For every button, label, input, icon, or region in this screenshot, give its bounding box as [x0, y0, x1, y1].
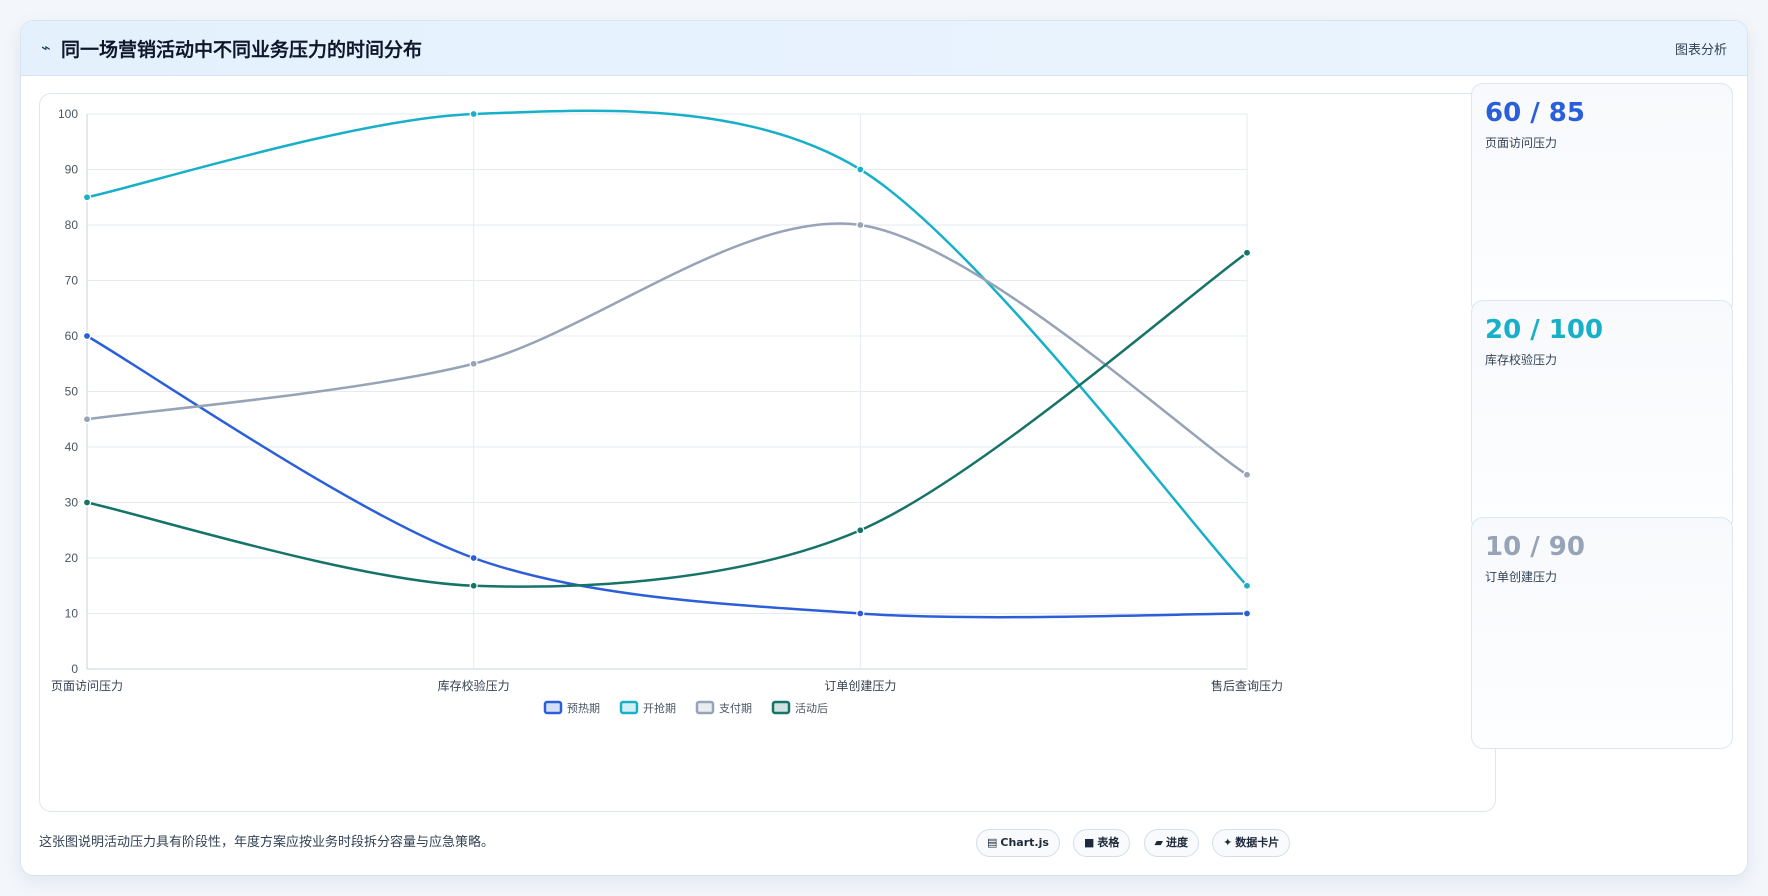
legend-swatch: [543, 700, 563, 715]
line-chart: 0 10 20 30 40 50 60 70 80 90 100 页面访问压力 库存校验压力 订单创建压力…: [51, 107, 1283, 715]
chart-card: ⌁ 同一场营销活动中不同业务压力的时间分布 图表分析 0 10 20 30 40 50 60…: [20, 20, 1748, 876]
chip-label: 进度: [1165, 836, 1188, 849]
stat-card-order-create: 10 / 90 订单创建压力: [1471, 517, 1733, 749]
x-tick-label: 售后查询压力: [1211, 678, 1283, 693]
footer-chips: ▤ Chart.js ■ 表格 ▰ 进度 ✦ 数据卡片: [976, 829, 1298, 859]
stat-value: 10 / 90: [1485, 532, 1585, 562]
data-card-icon: ✦: [1223, 836, 1233, 849]
chip-chartjs[interactable]: ▤ Chart.js: [976, 829, 1060, 857]
legend-label: 活动后: [795, 702, 828, 715]
chip-table[interactable]: ■ 表格: [1073, 829, 1131, 857]
y-tick-label: 90: [65, 163, 79, 177]
progress-icon: ▰: [1154, 836, 1163, 849]
data-point: [469, 581, 478, 590]
x-tick-label: 页面访问压力: [51, 679, 123, 693]
table-icon: ■: [1084, 836, 1095, 849]
legend-label: 预热期: [567, 702, 600, 715]
legend-label: 支付期: [719, 702, 752, 715]
chip-label: Chart.js: [1000, 836, 1049, 849]
series-line-4: [86, 251, 1248, 588]
y-tick-label: 40: [65, 440, 79, 454]
chip-label: 表格: [1097, 836, 1120, 849]
data-point: [469, 109, 478, 119]
data-point: [82, 415, 92, 424]
series-line-1: [86, 334, 1248, 619]
stat-label: 库存校验压力: [1485, 353, 1558, 367]
y-tick-label: 0: [71, 662, 78, 676]
data-point: [856, 220, 865, 230]
chart-icon: ▤: [987, 836, 998, 849]
stat-card-page-visit: 60 / 85 页面访问压力: [1471, 83, 1733, 315]
stat-card-inventory-check: 20 / 100 库存校验压力: [1471, 300, 1733, 532]
page-title: 同一场营销活动中不同业务压力的时间分布: [61, 39, 423, 61]
data-point: [82, 193, 92, 202]
y-tick-label: 100: [58, 107, 78, 121]
data-point: [1242, 470, 1252, 479]
x-tick-label: 订单创建压力: [824, 679, 896, 693]
y-tick-label: 70: [65, 274, 79, 288]
chip-label: 数据卡片: [1235, 836, 1280, 849]
series-line-2: [86, 109, 1248, 587]
data-point: [856, 165, 865, 174]
series-line-3: [86, 222, 1248, 476]
chart-analysis-link[interactable]: 图表分析: [1674, 43, 1727, 58]
stat-label: 订单创建压力: [1485, 570, 1558, 584]
legend-label: 开抢期: [643, 701, 676, 715]
legend-swatch: [619, 700, 639, 715]
x-tick-label: 库存校验压力: [438, 678, 510, 693]
y-tick-label: 20: [65, 551, 79, 565]
data-point: [469, 553, 478, 563]
data-point: [856, 526, 865, 535]
data-point: [82, 498, 92, 507]
y-tick-label: 10: [65, 607, 79, 621]
data-point: [1242, 581, 1252, 590]
legend-swatch: [695, 700, 715, 715]
footer-note: 这张图说明活动压力具有阶段性，年度方案应按业务时段拆分容量与应急策略。: [39, 835, 495, 850]
data-point: [469, 359, 478, 368]
data-point: [82, 331, 92, 341]
data-point: [1242, 609, 1252, 618]
y-tick-label: 60: [65, 329, 79, 343]
stat-label: 页面访问压力: [1485, 136, 1558, 150]
data-point: [1242, 248, 1252, 257]
y-tick-label: 50: [65, 385, 79, 399]
stat-value: 60 / 85: [1485, 98, 1585, 128]
card-header: ⌁ 同一场营销活动中不同业务压力的时间分布 图表分析: [21, 21, 1747, 76]
chip-data-card[interactable]: ✦ 数据卡片: [1212, 829, 1291, 857]
y-tick-label: 30: [65, 496, 79, 510]
data-point: [856, 609, 865, 618]
legend-swatch: [771, 700, 791, 715]
y-tick-label: 80: [65, 218, 79, 232]
pulse-icon: ⌁: [41, 38, 51, 57]
chip-progress[interactable]: ▰ 进度: [1143, 829, 1199, 857]
line-chart-panel: 0 10 20 30 40 50 60 70 80 90 100 页面访问压力 库存校验压力 订单创建压力…: [39, 93, 1496, 812]
stat-value: 20 / 100: [1485, 315, 1604, 345]
